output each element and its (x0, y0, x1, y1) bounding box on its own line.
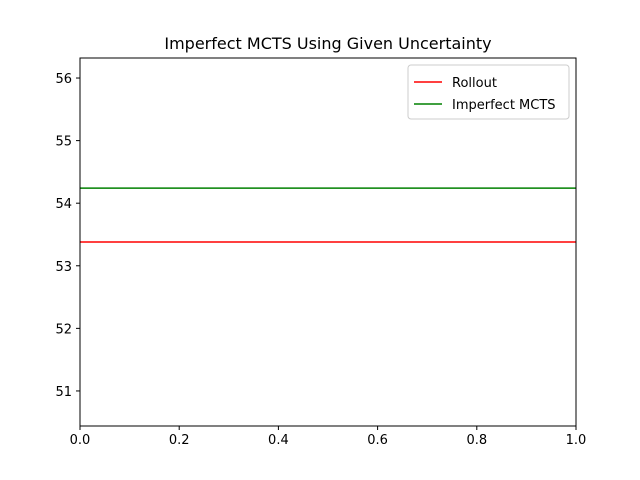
x-tick-label: 0.8 (466, 433, 487, 448)
x-tick-label: 0.6 (367, 433, 388, 448)
legend-label: Imperfect MCTS (452, 98, 556, 113)
x-tick-label: 0.2 (169, 433, 190, 448)
plot-area-frame (79, 57, 577, 427)
legend-box (407, 64, 570, 120)
series-layer (80, 187, 576, 243)
x-tick-label: 0.0 (70, 433, 91, 448)
y-tick-label: 56 (55, 72, 72, 87)
legend-label: Rollout (452, 76, 497, 91)
y-tick-label: 55 (55, 135, 72, 150)
y-tick-label: 51 (55, 385, 72, 400)
y-axis-ticks: 51 52 53 54 55 56 (55, 72, 80, 400)
chart-title: Imperfect MCTS Using Given Uncertainty (164, 34, 491, 53)
x-axis-ticks: 0.0 0.2 0.4 0.6 0.8 1.0 (70, 426, 587, 448)
legend: Rollout Imperfect MCTS (407, 64, 570, 120)
y-tick-label: 54 (55, 197, 72, 212)
y-tick-label: 53 (55, 260, 72, 275)
y-tick-label: 52 (55, 322, 72, 337)
x-tick-label: 0.4 (268, 433, 289, 448)
legend-entries: Rollout Imperfect MCTS (414, 76, 556, 113)
x-tick-label: 1.0 (566, 433, 587, 448)
